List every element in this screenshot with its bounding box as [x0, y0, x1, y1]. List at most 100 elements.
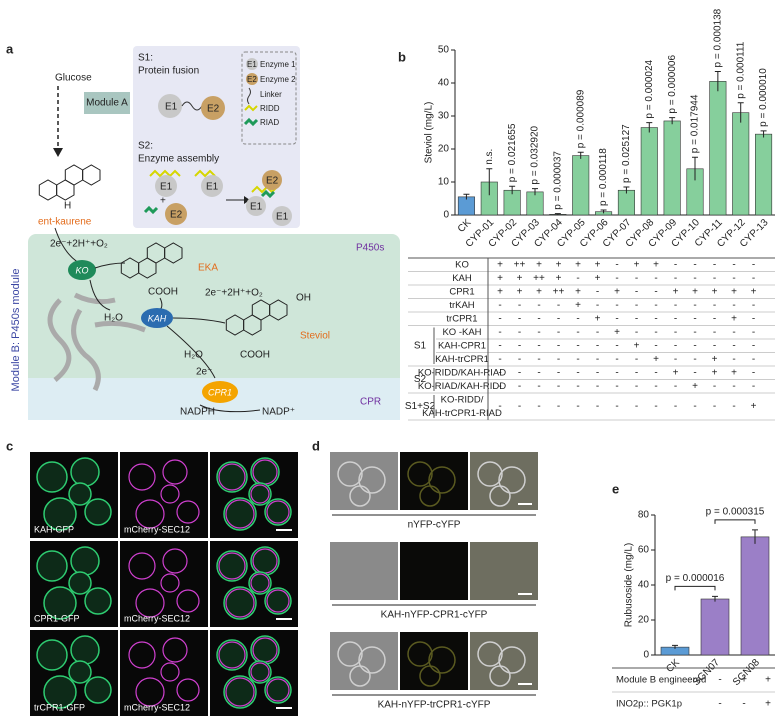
cell-signal — [36, 550, 68, 582]
cell: + — [712, 286, 718, 297]
cell: - — [654, 367, 657, 378]
cell: - — [635, 313, 638, 324]
cell-signal — [223, 586, 257, 620]
module-a-box — [84, 92, 130, 114]
y-tick-label: 20 — [438, 144, 450, 155]
annotation: p = 0.000016 — [666, 573, 725, 584]
bracket — [674, 585, 716, 591]
label: S1: — [138, 53, 153, 64]
cell-signal — [248, 660, 272, 684]
image-label: KAH-nYFP-trCPR1-cYFP — [378, 700, 491, 711]
cell: + — [712, 354, 718, 365]
cell: - — [498, 300, 501, 311]
cell-signal — [358, 466, 386, 494]
error-bar — [712, 595, 718, 602]
cell-signal — [218, 552, 246, 580]
riad — [143, 205, 159, 215]
error-bar — [554, 213, 561, 215]
cell: - — [498, 340, 501, 351]
label: E2 — [247, 75, 257, 84]
label: H₂O — [104, 313, 123, 324]
cell: - — [713, 273, 716, 284]
cell-signal — [160, 662, 180, 682]
cell: - — [498, 354, 501, 365]
label: Module A — [86, 98, 128, 109]
label: E2 — [266, 176, 279, 187]
cell: - — [576, 340, 579, 351]
micrograph — [330, 452, 398, 510]
cell: + — [614, 327, 620, 338]
bar — [700, 598, 730, 656]
cell: - — [537, 313, 540, 324]
row-label: KO -KAH — [442, 327, 481, 338]
y-tick-label: 50 — [438, 45, 450, 56]
row-label: Module B engineered — [616, 675, 706, 686]
cell: - — [732, 340, 735, 351]
cell: - — [635, 381, 638, 392]
cell-signal — [223, 675, 257, 709]
error-bar — [532, 188, 538, 196]
x-tick-label: CK — [664, 657, 682, 675]
cell: - — [752, 367, 755, 378]
cell: - — [576, 354, 579, 365]
cell: - — [654, 286, 657, 297]
micrograph — [400, 632, 468, 690]
cell: - — [693, 300, 696, 311]
enzyme — [246, 196, 266, 216]
y-tick-label: 40 — [638, 580, 650, 591]
cell-signal — [135, 677, 165, 707]
cell-signal — [498, 466, 526, 494]
annotation: p = 0.032920 — [530, 125, 541, 184]
label: OH — [296, 293, 311, 304]
micrograph — [330, 632, 398, 690]
cell: - — [674, 273, 677, 284]
cell: - — [557, 401, 560, 412]
cell: - — [713, 300, 716, 311]
cell-signal — [223, 497, 257, 531]
cell-signal — [250, 546, 280, 576]
cell: - — [596, 381, 599, 392]
cell-signal — [407, 461, 433, 487]
label: H₂O — [184, 350, 203, 361]
cell-signal — [162, 459, 188, 485]
cell-signal — [428, 646, 456, 674]
cell-signal — [264, 587, 292, 615]
row-label: KO-RIDD/KAH-RIAD — [418, 367, 506, 378]
label: E1 — [160, 182, 173, 193]
y-tick-label: 30 — [438, 111, 450, 122]
image-label: KAH-GFP — [34, 524, 74, 534]
cell-signal — [216, 639, 248, 671]
cell: + — [653, 354, 659, 365]
cell-signal — [84, 587, 112, 615]
legend-box — [241, 51, 297, 145]
cell-signal — [176, 589, 200, 613]
cell-signal — [43, 497, 77, 531]
arrow — [89, 279, 111, 311]
bracket — [714, 519, 756, 524]
label: + — [160, 196, 166, 207]
label: COOH — [240, 350, 270, 361]
enzyme-cpr1 — [202, 381, 238, 403]
bar — [617, 189, 635, 216]
bar — [732, 112, 750, 216]
y-tick-label: 0 — [443, 210, 449, 221]
cell: - — [537, 381, 540, 392]
annotation: p = 0.000010 — [758, 68, 769, 127]
cell-signal — [70, 635, 100, 665]
cell-signal — [248, 571, 272, 595]
annotation: p = 0.017944 — [690, 94, 701, 153]
annotation: p = 0.021655 — [507, 123, 518, 182]
cell-signal — [36, 461, 68, 493]
cell: - — [674, 259, 677, 270]
y-axis-label: Steviol (mg/L) — [424, 102, 435, 164]
cell: - — [693, 313, 696, 324]
cell: - — [576, 327, 579, 338]
legend-symbol — [246, 58, 258, 70]
cell: - — [752, 273, 755, 284]
error-bar — [463, 193, 470, 200]
cell-signal — [250, 573, 270, 593]
cell: + — [575, 286, 581, 297]
cell: - — [557, 313, 560, 324]
label: Glucose — [55, 73, 92, 84]
x-tick-label: CK — [456, 217, 474, 235]
